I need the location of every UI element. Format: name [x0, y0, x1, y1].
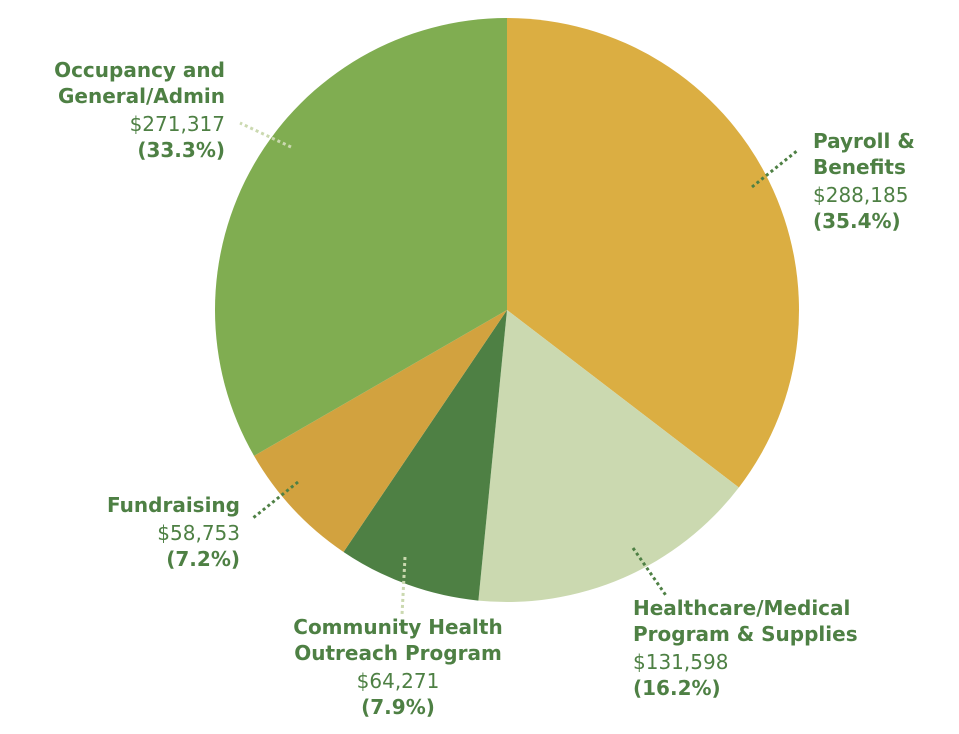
- slice-label: Occupancy and General/Admin: [54, 58, 225, 108]
- slice-label: Fundraising: [107, 493, 240, 517]
- percent-label: (33.3%): [137, 138, 225, 162]
- label-line: Fundraising: [107, 493, 240, 517]
- label-line: Benefits: [813, 155, 906, 179]
- value-label: $64,271: [357, 669, 440, 693]
- label-line: Program & Supplies: [633, 622, 858, 646]
- leader-line: [631, 547, 669, 598]
- pie-slice: [478, 310, 739, 602]
- slice-label: Healthcare/Medical Program & Supplies: [633, 596, 858, 646]
- label-line: Healthcare/Medical: [633, 596, 850, 620]
- leader-line: [751, 148, 799, 189]
- slice-label: Payroll & Benefits: [813, 129, 915, 179]
- value-label: $271,317: [130, 112, 225, 136]
- label-line: Outreach Program: [294, 641, 502, 665]
- value-label: $131,598: [633, 650, 728, 674]
- leader-line: [252, 480, 299, 520]
- label-line: General/Admin: [58, 84, 225, 108]
- pie-slice: [254, 310, 507, 552]
- pie-slice: [507, 18, 799, 488]
- leader-line: [400, 556, 407, 616]
- label-line: Occupancy and: [54, 58, 225, 82]
- percent-label: (7.2%): [166, 547, 240, 571]
- percent-label: (16.2%): [633, 676, 721, 700]
- value-label: $58,753: [157, 521, 240, 545]
- percent-label: (7.9%): [361, 695, 435, 719]
- percent-label: (35.4%): [813, 209, 901, 233]
- pie-slice: [214, 18, 507, 456]
- pie-slice: [343, 310, 507, 601]
- value-label: $288,185: [813, 183, 908, 207]
- label-line: Community Health: [293, 615, 502, 639]
- slice-label: Community Health Outreach Program: [293, 615, 502, 665]
- label-line: Payroll &: [813, 129, 915, 153]
